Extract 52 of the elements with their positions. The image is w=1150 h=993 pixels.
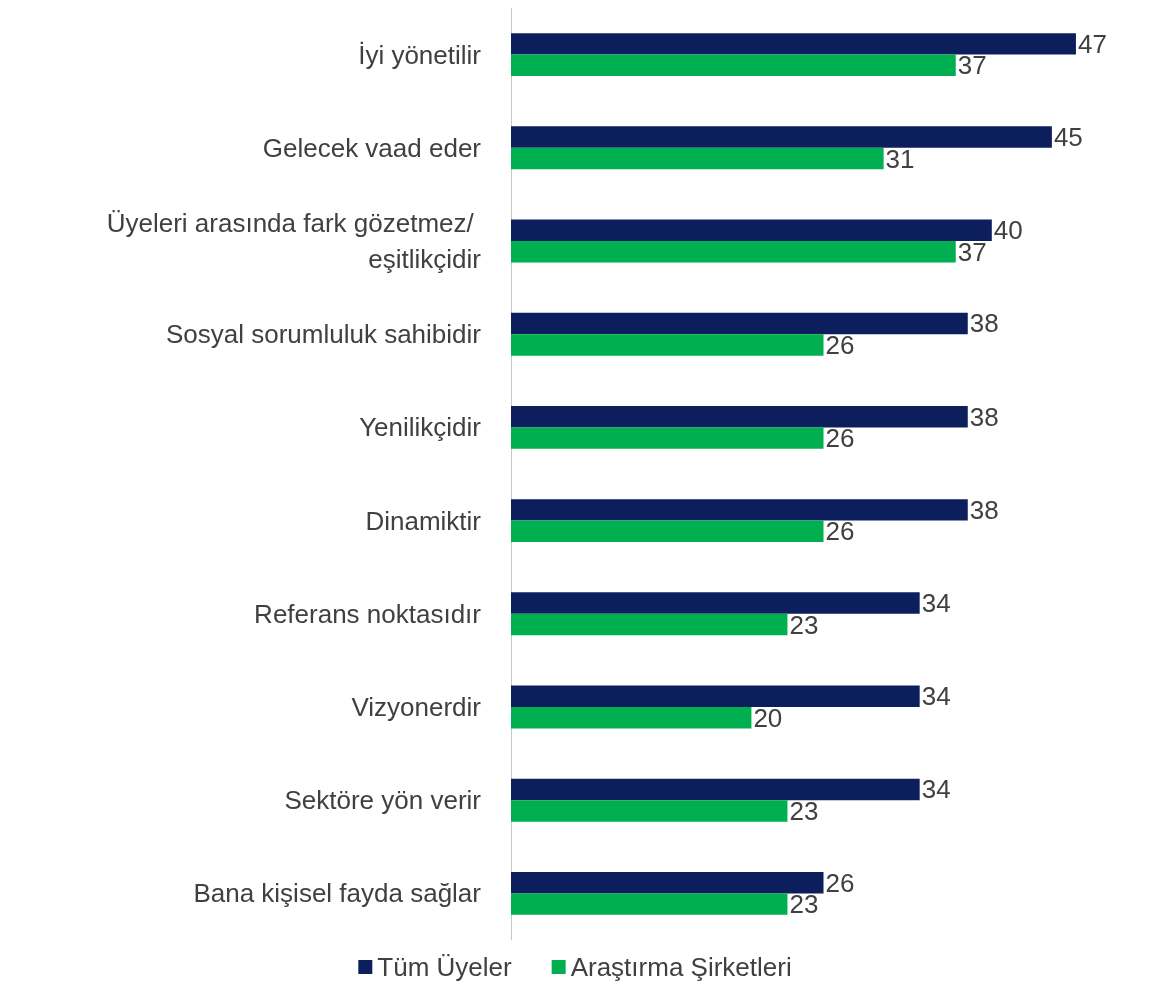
data-label: 26 bbox=[825, 423, 855, 454]
y-tick-label: Sektöre yön verir bbox=[284, 785, 482, 816]
data-label: 23 bbox=[789, 609, 819, 640]
data-label: 34 bbox=[921, 588, 951, 619]
bar bbox=[511, 334, 824, 356]
bar bbox=[511, 312, 968, 335]
legend-label: Tüm Üyeler bbox=[377, 952, 512, 982]
bar bbox=[511, 592, 920, 614]
bar bbox=[511, 613, 788, 636]
data-label: 45 bbox=[1053, 122, 1083, 153]
data-label: 37 bbox=[957, 50, 987, 81]
bar bbox=[511, 520, 824, 543]
data-label: 34 bbox=[921, 774, 951, 805]
data-label: 38 bbox=[969, 308, 999, 339]
y-tick-label: Gelecek vaad eder bbox=[262, 132, 482, 163]
data-label: 26 bbox=[825, 329, 855, 360]
bar bbox=[511, 147, 884, 170]
y-tick-label: Vizyonerdir bbox=[351, 692, 482, 722]
bar bbox=[511, 54, 956, 77]
bar bbox=[511, 33, 1076, 55]
data-label: 38 bbox=[969, 401, 999, 432]
y-tick-label: Referans noktasıdır bbox=[254, 598, 482, 629]
y-tick-label: Bana kişisel fayda sağlar bbox=[193, 878, 482, 909]
y-tick-label: Sosyal sorumluluk sahibidir bbox=[165, 319, 482, 350]
y-tick-label: Üyeleri arasında fark gözetmez/ eşitlikçidir bbox=[106, 208, 482, 274]
y-tick-label: Dinamiktir bbox=[365, 505, 482, 536]
bar bbox=[511, 241, 956, 263]
bar bbox=[511, 219, 992, 241]
data-label: 34 bbox=[921, 681, 951, 712]
bar bbox=[511, 893, 788, 915]
data-label: 40 bbox=[993, 215, 1023, 246]
data-label: 37 bbox=[957, 236, 987, 267]
bar bbox=[511, 499, 968, 521]
bar bbox=[511, 685, 920, 707]
bar bbox=[511, 707, 752, 729]
data-label: 23 bbox=[789, 795, 819, 826]
y-tick-label: İyi yönetilir bbox=[358, 39, 482, 70]
bar bbox=[511, 800, 788, 822]
data-label: 20 bbox=[753, 702, 783, 733]
bar bbox=[511, 778, 920, 801]
legend-label: Araştırma Şirketleri bbox=[570, 952, 792, 982]
bar bbox=[511, 427, 824, 449]
bar bbox=[511, 405, 968, 428]
data-label: 47 bbox=[1077, 28, 1107, 59]
data-label: 23 bbox=[789, 889, 819, 920]
bar bbox=[511, 126, 1052, 148]
data-label: 38 bbox=[969, 494, 999, 525]
bar bbox=[511, 871, 824, 894]
data-label: 31 bbox=[885, 143, 915, 174]
data-label: 26 bbox=[825, 516, 855, 547]
y-tick-label: Yenilikçidir bbox=[359, 412, 482, 443]
data-label: 26 bbox=[825, 867, 855, 898]
